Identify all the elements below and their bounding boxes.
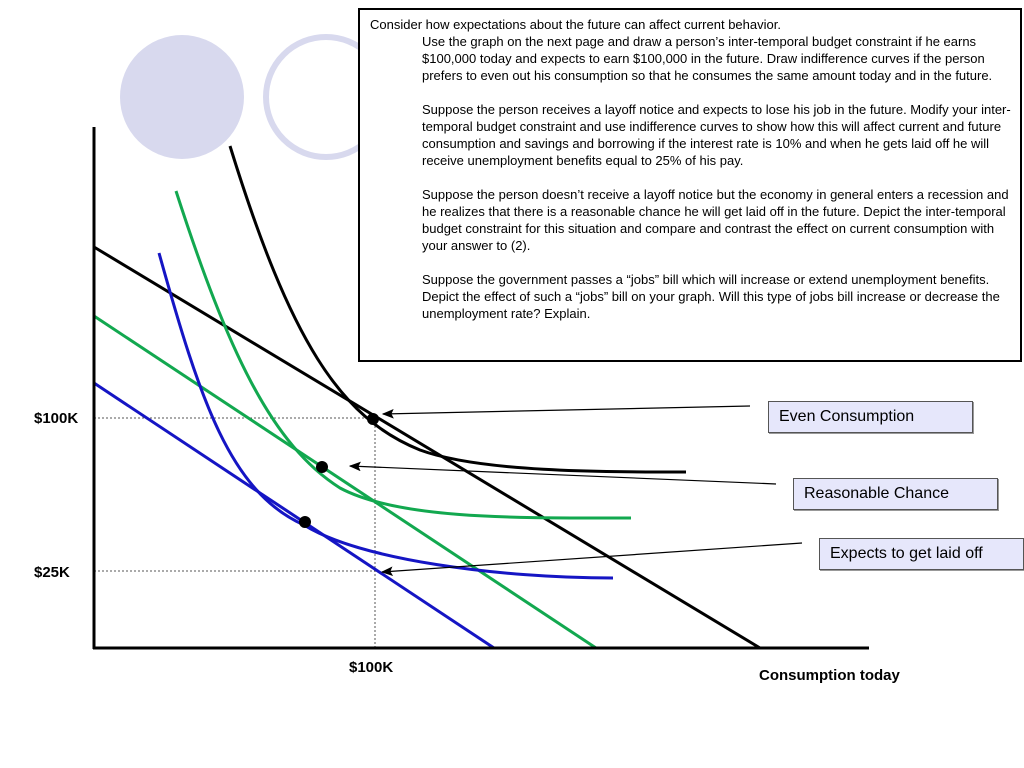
problem-paragraph-2: Suppose the person receives a layoff not…	[422, 102, 1011, 168]
y-tick-25k: $25K	[34, 564, 70, 581]
budget-line-reasonable	[93, 314, 597, 650]
arrow-even-consumption	[381, 405, 751, 419]
point-laid-off	[299, 516, 311, 528]
decorative-circle-filled	[120, 35, 244, 159]
problem-intro: Consider how expectations about the futu…	[370, 17, 781, 32]
indifference-curve-even	[228, 145, 687, 474]
problem-paragraph-1: Use the graph on the next page and draw …	[422, 34, 993, 83]
callout-reasonable-chance: Reasonable Chance	[793, 478, 998, 510]
callout-even-consumption: Even Consumption	[768, 401, 973, 433]
x-axis-label: Consumption today	[759, 667, 900, 684]
callout-laid-off: Expects to get laid off	[819, 538, 1024, 570]
budget-line-laid-off	[93, 381, 495, 650]
arrow-reasonable-chance	[348, 461, 777, 485]
point-even-consumption	[367, 413, 379, 425]
arrow-laid-off	[380, 542, 803, 577]
x-tick-100k: $100K	[349, 659, 394, 676]
budget-line-even	[93, 245, 761, 650]
problem-paragraph-3: Suppose the person doesn’t receive a lay…	[422, 187, 1009, 253]
problem-text-box: Consider how expectations about the futu…	[358, 8, 1022, 362]
problem-paragraph-4: Suppose the government passes a “jobs” b…	[422, 272, 1000, 321]
point-reasonable-chance	[316, 461, 328, 473]
y-tick-100k: $100K	[34, 410, 79, 427]
indifference-curve-reasonable	[174, 190, 632, 520]
